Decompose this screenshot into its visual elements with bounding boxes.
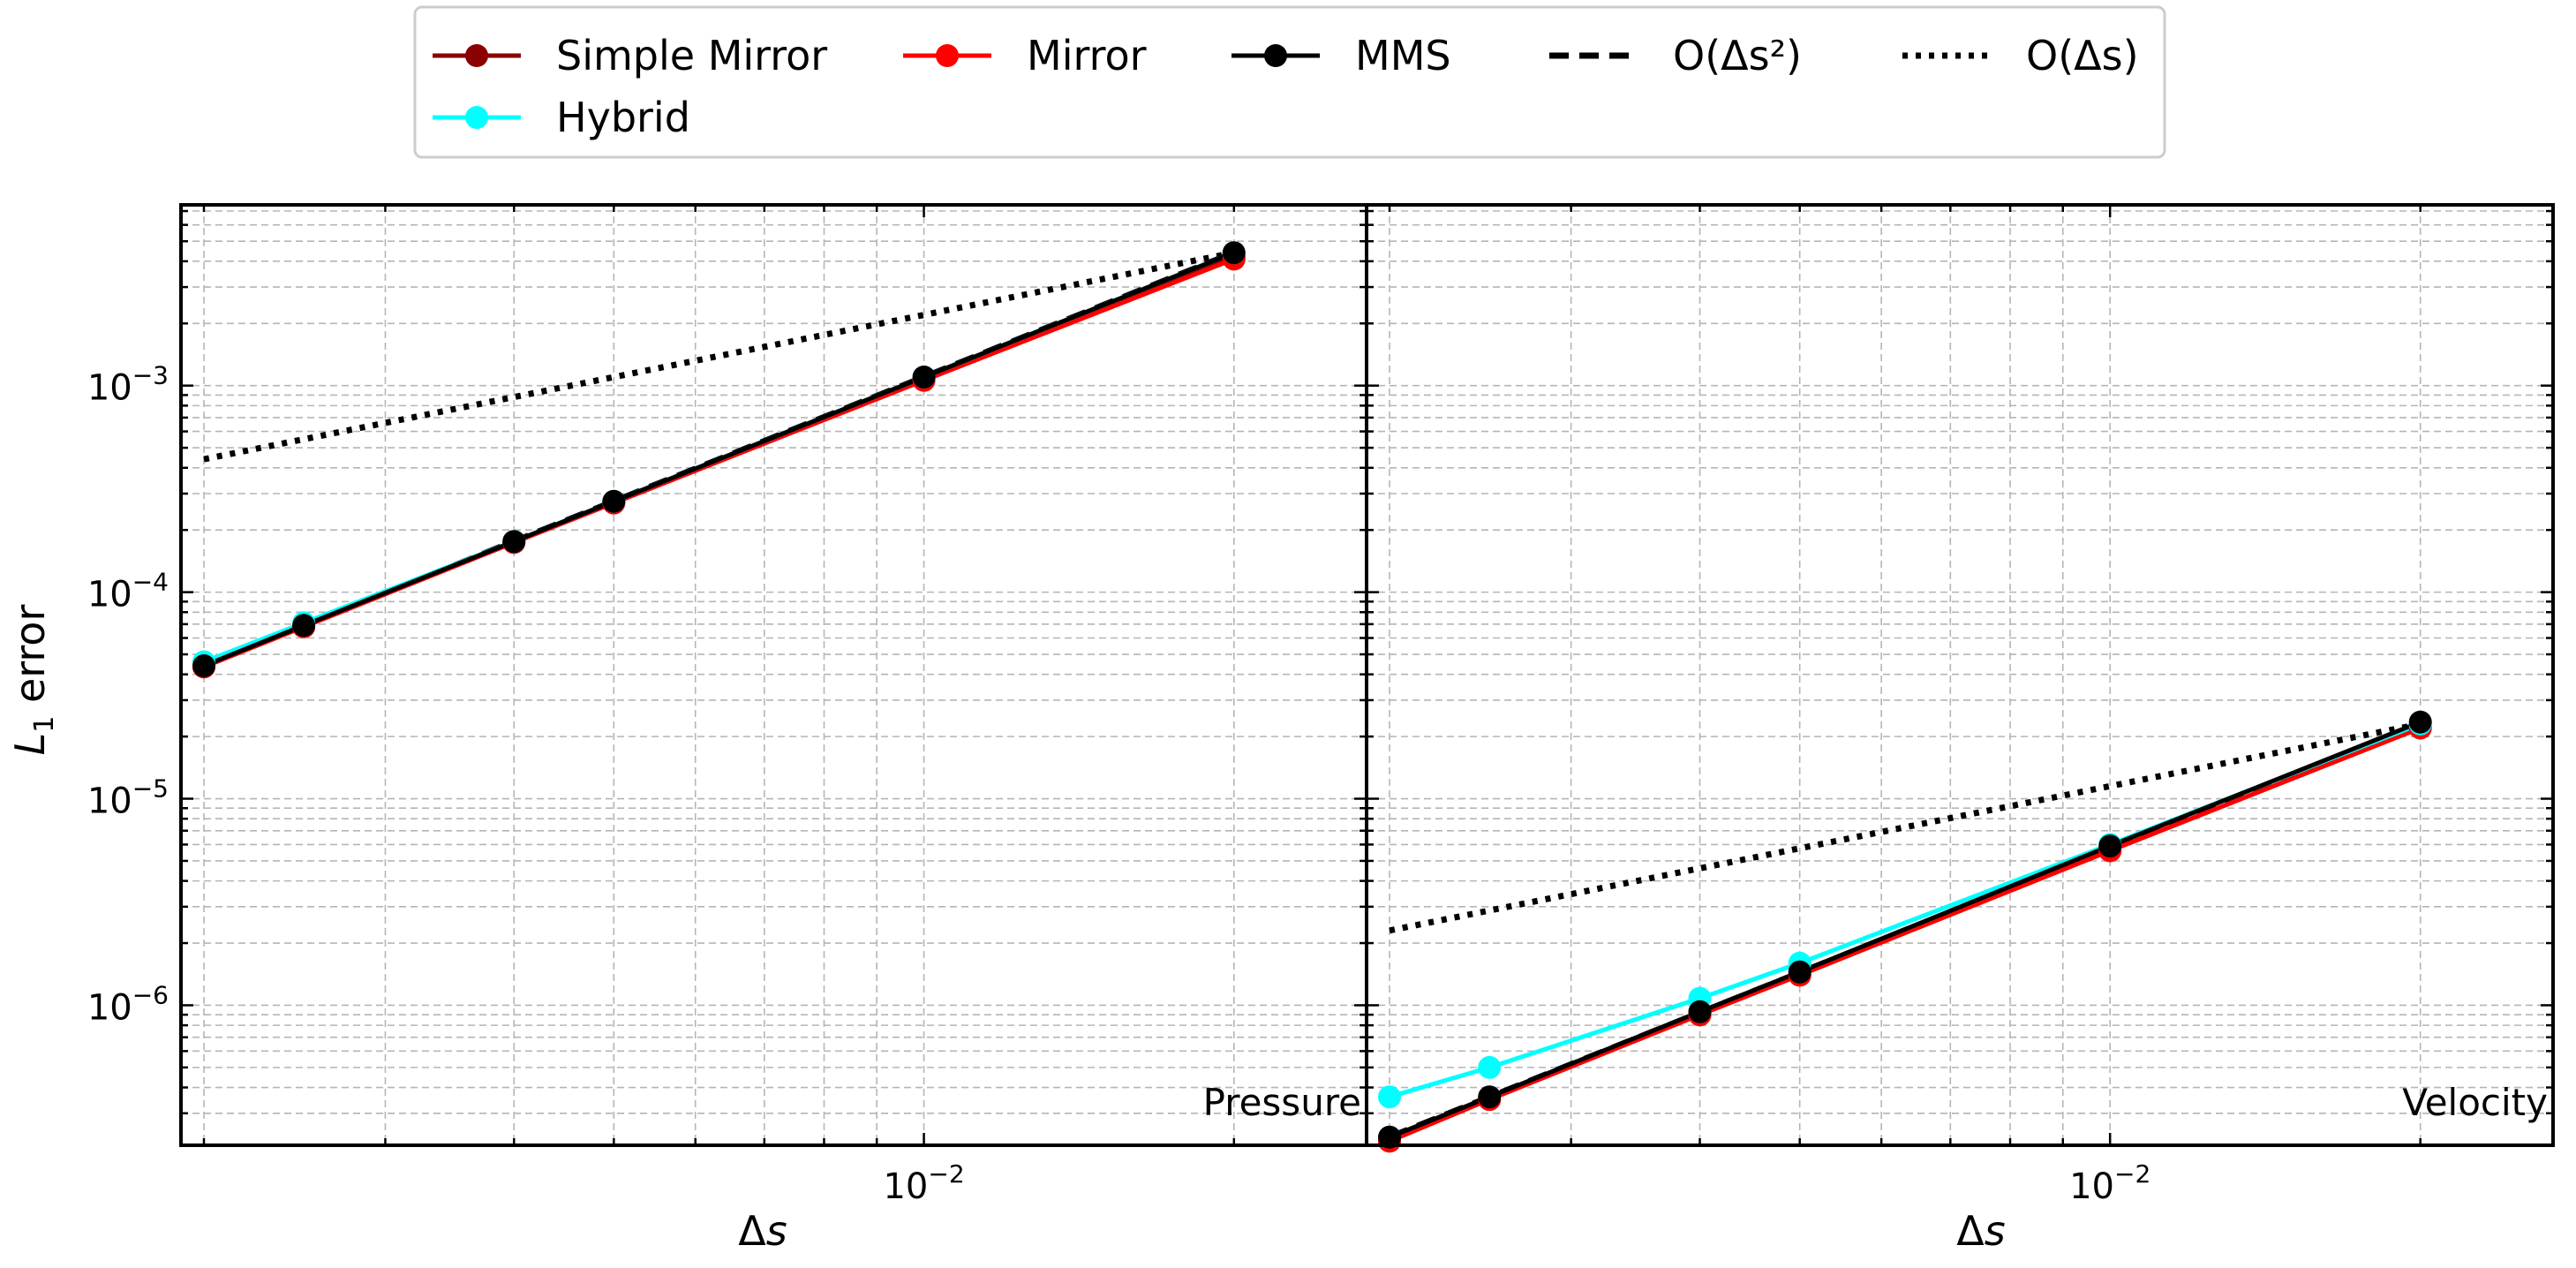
mms-data-point bbox=[292, 614, 316, 638]
mms-data-point bbox=[502, 530, 526, 554]
s-glyph: s bbox=[1985, 1207, 2006, 1255]
hybrid-data-point bbox=[1478, 1055, 1502, 1079]
y-tick-label: 10−4 bbox=[87, 568, 169, 615]
panel-label: Pressure bbox=[1203, 1081, 1361, 1124]
legend: Simple Mirror Mirror MMS O(Δs²) O(Δs) Hybrid bbox=[413, 5, 2166, 159]
pressure-x-axis-label: Δs bbox=[738, 1207, 787, 1255]
mms-data-point bbox=[192, 654, 215, 677]
mms-data-point bbox=[602, 489, 626, 513]
delta-glyph: Δ bbox=[1956, 1207, 1985, 1255]
mms-legend-marker bbox=[1264, 44, 1287, 67]
tick-base: 10 bbox=[87, 781, 132, 822]
y-tick-label: 10−6 bbox=[87, 980, 169, 1028]
delta-glyph: Δ bbox=[738, 1207, 766, 1255]
s-glyph: s bbox=[766, 1207, 787, 1255]
tick-base: 10 bbox=[883, 1166, 928, 1207]
tick-exponent: −6 bbox=[132, 980, 169, 1009]
mms-data-point bbox=[2408, 710, 2432, 734]
simple_mirror-legend-marker bbox=[465, 44, 488, 67]
tick-base: 10 bbox=[87, 368, 132, 409]
mms-data-point bbox=[2098, 834, 2122, 858]
tick-base: 10 bbox=[87, 987, 132, 1028]
mms-series-line bbox=[1389, 720, 2422, 1140]
y-axis-label: L1 error bbox=[6, 605, 60, 756]
legend-frame bbox=[413, 5, 2166, 159]
subscript-1: 1 bbox=[29, 716, 60, 733]
mirror-series-line bbox=[1389, 726, 2422, 1143]
x-tick-label: 10−2 bbox=[2069, 1159, 2150, 1207]
tick-exponent: −4 bbox=[132, 568, 169, 597]
mms-series-line bbox=[203, 250, 1235, 668]
tick-base: 10 bbox=[2069, 1166, 2114, 1207]
mms-data-point bbox=[912, 366, 936, 389]
mms-data-point bbox=[1788, 960, 1811, 984]
error-word: error bbox=[6, 605, 54, 716]
mms-data-point bbox=[1222, 241, 1246, 265]
mms-data-point bbox=[1478, 1085, 1502, 1109]
tick-base: 10 bbox=[87, 575, 132, 615]
x-tick-label: 10−2 bbox=[883, 1159, 964, 1207]
velocity-x-axis-label: Δs bbox=[1956, 1207, 2005, 1255]
hybrid-legend-marker bbox=[465, 106, 488, 129]
hybrid-data-point bbox=[1378, 1085, 1401, 1109]
plot-border bbox=[1365, 203, 2555, 1147]
panel-label: Velocity bbox=[2402, 1081, 2548, 1124]
tick-exponent: −3 bbox=[132, 361, 169, 390]
mirror-legend-marker bbox=[936, 44, 959, 67]
order1-series-line bbox=[1389, 721, 2422, 934]
simple_mirror-legend-label: Simple Mirror bbox=[556, 32, 827, 79]
velocity-panel: Velocity 10−2 bbox=[1365, 203, 2555, 1207]
hybrid-legend-label: Hybrid bbox=[556, 94, 690, 141]
order1-series-line bbox=[203, 249, 1235, 463]
l-glyph: L bbox=[6, 733, 54, 756]
tick-exponent: −2 bbox=[928, 1159, 964, 1189]
tick-exponent: −2 bbox=[2114, 1159, 2150, 1189]
mirror-legend-label: Mirror bbox=[1027, 32, 1147, 79]
mms-data-point bbox=[1688, 1000, 1712, 1023]
mms-legend-label: MMS bbox=[1355, 32, 1451, 79]
order1-legend-label: O(Δs) bbox=[2026, 32, 2139, 79]
y-tick-label: 10−5 bbox=[87, 774, 169, 822]
mms-data-point bbox=[1378, 1125, 1401, 1149]
y-tick-label: 10−3 bbox=[87, 361, 169, 409]
order2-legend-label: O(Δs²) bbox=[1673, 32, 1802, 79]
tick-exponent: −5 bbox=[132, 774, 169, 804]
